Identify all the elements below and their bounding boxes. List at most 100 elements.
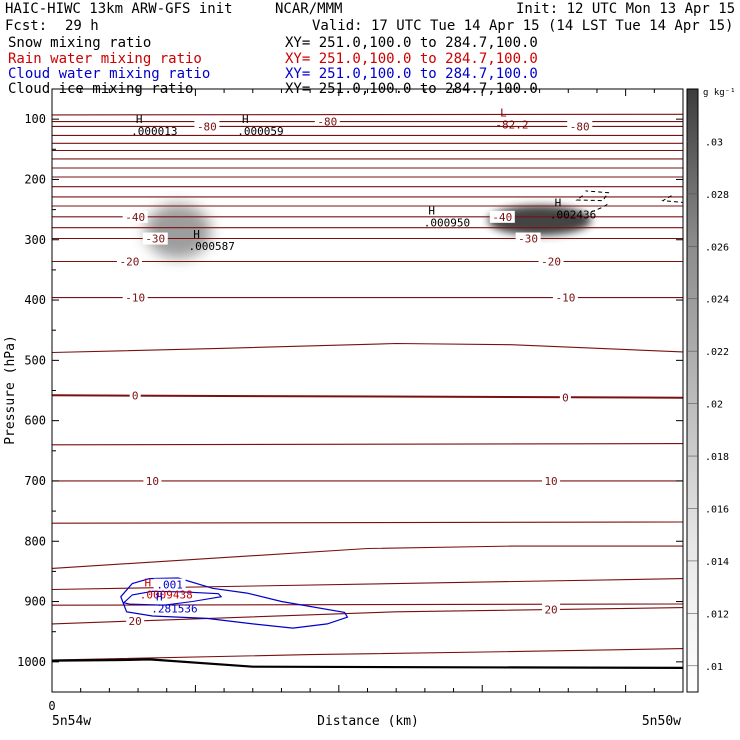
extremum-symbol: L	[500, 107, 507, 120]
temperature-label: 20	[544, 604, 557, 617]
temperature-label-bg	[552, 291, 578, 304]
temperature-contour-18	[51, 394, 684, 399]
fcst-label: Fcst:	[5, 18, 48, 34]
temperature-label: 0	[562, 391, 569, 404]
temperature-label: -20	[120, 255, 140, 268]
colorbar-tick-label: .014	[705, 557, 729, 568]
temperature-label: -40	[125, 211, 145, 224]
colorbar-tick-label: .022	[705, 347, 729, 358]
y-tick-label: 100	[24, 112, 46, 126]
x-axis-label: Distance (km)	[317, 714, 419, 729]
y-tick-label: 1000	[17, 655, 46, 669]
temperature-label-bg	[559, 391, 571, 404]
temperature-label: -10	[555, 292, 575, 305]
temperature-label-bg	[538, 255, 564, 268]
extremum-value: .002436	[550, 209, 596, 222]
colorbar-tick-label: .03	[705, 137, 723, 148]
temperature-contour-17	[51, 342, 684, 354]
temperature-label: -40	[492, 211, 512, 224]
colorbar-tick-label: .02	[705, 400, 723, 411]
extremum-symbol: H	[136, 113, 143, 126]
extremum-value: .0009438	[140, 588, 193, 601]
temperature-label: 0	[132, 390, 139, 403]
temperature-label: -20	[541, 255, 561, 268]
extremum-value: .000059	[237, 125, 283, 138]
valid-time: Valid: 17 UTC Tue 14 Apr 15 (14 LST Tue …	[312, 18, 734, 34]
extremum-symbol: H	[156, 590, 163, 603]
temperature-label: -80	[317, 116, 337, 129]
colorbar-tick-label: .016	[705, 504, 729, 515]
extremum-value: .000950	[424, 216, 470, 229]
temperature-label-bg	[129, 389, 141, 402]
terrain-layer	[51, 658, 684, 669]
extremum-value: .000587	[189, 240, 235, 253]
colorbar-tick-label: .028	[705, 190, 729, 201]
temperature-label-bg	[126, 614, 145, 627]
temperature-contour-22	[51, 545, 683, 569]
x-left-label: 5n54w	[52, 714, 91, 729]
temperature-contour-0	[51, 113, 684, 116]
extremum-symbol: H	[144, 576, 151, 589]
temperature-label-bg	[542, 474, 561, 487]
legend-rain-xy: XY= 251.0,100.0 to 284.7,100.0	[285, 51, 538, 67]
org-label: NCAR/MMM	[275, 1, 343, 17]
temperature-label-bg	[489, 210, 515, 223]
colorbar-tick-label: .01	[705, 662, 723, 673]
cloud-ice-contour-2	[591, 203, 609, 213]
temperature-contour-21	[51, 521, 684, 524]
extremum-symbol: H	[193, 228, 200, 241]
temperature-label-bg	[122, 210, 148, 223]
colorbar-tick-label: .024	[705, 295, 729, 306]
cloud-water-label: .001	[156, 579, 183, 592]
cloud-ice-contour-0	[575, 190, 610, 202]
y-tick-label: 600	[24, 414, 46, 428]
temperature-label: 10	[146, 475, 159, 488]
legend-snow-name: Snow mixing ratio	[8, 35, 152, 51]
plot-frame	[51, 88, 684, 693]
temperature-label-bg	[116, 255, 142, 268]
extremum-value: .000013	[131, 125, 177, 138]
inner-contour-0	[122, 590, 223, 606]
temperature-label-bg	[515, 232, 541, 245]
y-tick-label: 700	[24, 474, 46, 488]
y-tick-label: 400	[24, 293, 46, 307]
temperature-label-bg	[314, 115, 340, 128]
colorbar-unit: g kg⁻¹	[703, 88, 736, 98]
y-tick-label: 500	[24, 353, 46, 367]
legend-snow-xy: XY= 251.0,100.0 to 284.7,100.0	[285, 35, 538, 51]
temperature-label: -30	[518, 233, 538, 246]
temperature-label: 10	[544, 475, 557, 488]
colorbar-ramp	[686, 88, 699, 693]
temperature-contour-19	[51, 443, 684, 446]
colorbar: g kg⁻¹ .01 .012 .014 .016 .018 .02 .022 .024 .02…	[686, 88, 736, 693]
temperature-label: -30	[145, 233, 165, 246]
temperature-contour-25	[51, 607, 684, 625]
temperature-label: -10	[125, 292, 145, 305]
temperature-label-bg	[143, 474, 162, 487]
fcst-value: 29 h	[65, 18, 99, 34]
model-title: HAIC-HIWC 13km ARW-GFS init	[5, 1, 233, 17]
x-right-label: 5n50w	[642, 714, 681, 729]
extrema-layer: H.000013H.000059L-82.2H.000587H.000950H.…	[131, 107, 596, 616]
extremum-symbol: H	[428, 204, 435, 217]
colorbar-tick-label: .018	[705, 452, 729, 463]
terrain-line	[51, 658, 684, 669]
temperature-label: -80	[570, 120, 590, 133]
y-axis-label: Pressure (hPa)	[3, 335, 18, 445]
y-tick-label: 900	[24, 595, 46, 609]
y-tick-label: 200	[24, 172, 46, 186]
hydrometeor-contours-layer: .001	[120, 190, 684, 629]
temperature-label-bg	[142, 232, 168, 245]
temperature-label: 20	[129, 615, 142, 628]
temperature-label-bg	[542, 603, 561, 616]
init-time: Init: 12 UTC Mon 13 Apr 15	[516, 1, 736, 17]
cloud-water-contour-0	[120, 577, 349, 629]
y-tick-label: 300	[24, 233, 46, 247]
legend-cloudwater-xy: XY= 251.0,100.0 to 284.7,100.0	[285, 66, 538, 82]
legend-cloudwater-name: Cloud water mixing ratio	[8, 66, 211, 82]
extremum-symbol: H	[242, 113, 249, 126]
colorbar-tick-label: .012	[705, 609, 729, 620]
temperature-label: -80	[197, 120, 217, 133]
temperature-label-bg	[567, 120, 593, 133]
